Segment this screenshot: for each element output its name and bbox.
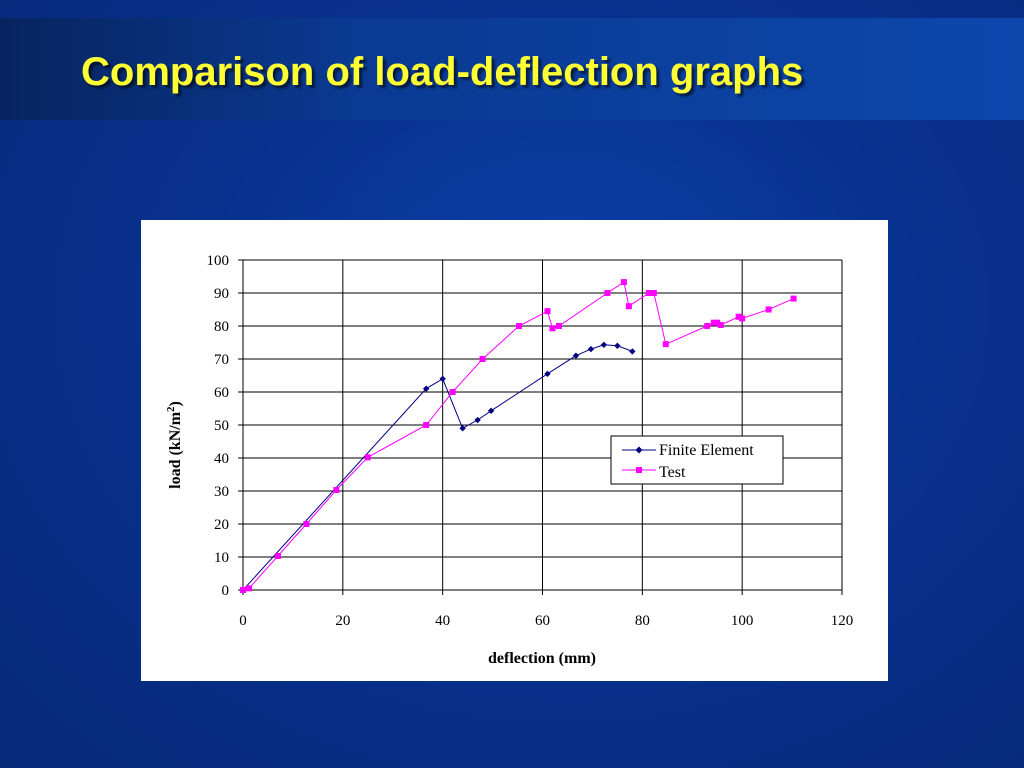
legend-box [610, 435, 784, 485]
point-test [735, 313, 742, 320]
point-test [765, 306, 772, 313]
x-tick-label: 80 [635, 613, 650, 629]
point-finite-element [544, 370, 551, 378]
point-test [717, 322, 724, 329]
point-test [650, 290, 657, 296]
y-tick-label: 20 [214, 517, 229, 533]
y-tick-label: 10 [214, 550, 229, 566]
point-test [245, 585, 252, 592]
point-test [364, 454, 371, 461]
point-test [479, 356, 486, 362]
point-test [739, 315, 746, 322]
legend-label-finite-element: Finite Element [659, 442, 754, 459]
point-test [544, 308, 551, 315]
y-tick-label: 70 [214, 352, 229, 368]
slide-title: Comparison of load-deflection graphs [81, 50, 804, 94]
point-finite-element [629, 348, 636, 355]
y-axis-label-close: ) [167, 401, 184, 406]
point-finite-element [600, 341, 608, 349]
point-finite-element [614, 342, 621, 349]
y-tick-label: 50 [214, 418, 229, 434]
chart-panel: 0 10 20 30 40 50 60 70 80 90 100 0 20 40 60 80 100 120 de… [141, 220, 888, 681]
point-test [449, 389, 456, 395]
y-tick-label: 80 [214, 319, 229, 335]
load-deflection-chart: 0 10 20 30 40 50 60 70 80 90 100 0 20 40 60 80 100 120 de… [165, 253, 854, 667]
point-test [645, 290, 652, 296]
point-test [274, 553, 281, 560]
x-tick-label: 40 [435, 613, 450, 629]
y-tick-label: 40 [214, 451, 229, 467]
point-finite-element [422, 385, 430, 392]
point-test [555, 323, 562, 329]
point-finite-element [474, 416, 481, 424]
point-test [710, 319, 717, 326]
point-test [303, 521, 310, 527]
y-axis-label-main: load (kN/m [167, 411, 184, 489]
y-tick-label: 30 [214, 484, 229, 500]
point-test [604, 290, 611, 296]
point-test [662, 341, 669, 348]
y-axis-label: load (kN/m2) [165, 401, 184, 489]
x-axis-label: deflection (mm) [488, 650, 596, 667]
x-tick-label: 100 [731, 613, 754, 629]
point-test [790, 295, 797, 302]
point-finite-element [487, 407, 495, 415]
point-test [423, 422, 430, 428]
y-tick-label: 0 [222, 583, 230, 599]
point-finite-element [587, 345, 595, 353]
x-tick-label: 20 [335, 613, 350, 629]
point-test [714, 319, 721, 326]
series-line-finite-element [242, 344, 633, 591]
title-bar [0, 18, 1024, 120]
x-tick-label: 60 [535, 613, 550, 629]
point-test [704, 323, 711, 329]
y-tick-label: 60 [214, 385, 229, 401]
point-test [240, 587, 246, 593]
point-test [516, 323, 523, 329]
x-tick-label: 120 [831, 613, 854, 629]
legend: Finite Element Test [610, 435, 784, 485]
y-tick-label: 90 [214, 286, 229, 302]
point-finite-element [439, 375, 446, 382]
point-test [620, 279, 627, 286]
legend-label-test: Test [659, 464, 686, 481]
y-tick-label: 100 [207, 253, 230, 269]
point-test [625, 303, 632, 310]
point-finite-element [459, 425, 466, 432]
point-test [333, 487, 340, 494]
y-axis-label-sup: 2 [165, 406, 177, 412]
x-tick-label: 0 [239, 613, 247, 629]
legend-marker-finite-element [635, 446, 643, 454]
legend-marker-test [636, 467, 642, 473]
grid [243, 259, 843, 590]
axes: 0 10 20 30 40 50 60 70 80 90 100 0 20 40 60 80 100 120 [207, 253, 854, 629]
point-test [549, 325, 556, 332]
series [239, 279, 797, 594]
point-finite-element [572, 352, 580, 359]
